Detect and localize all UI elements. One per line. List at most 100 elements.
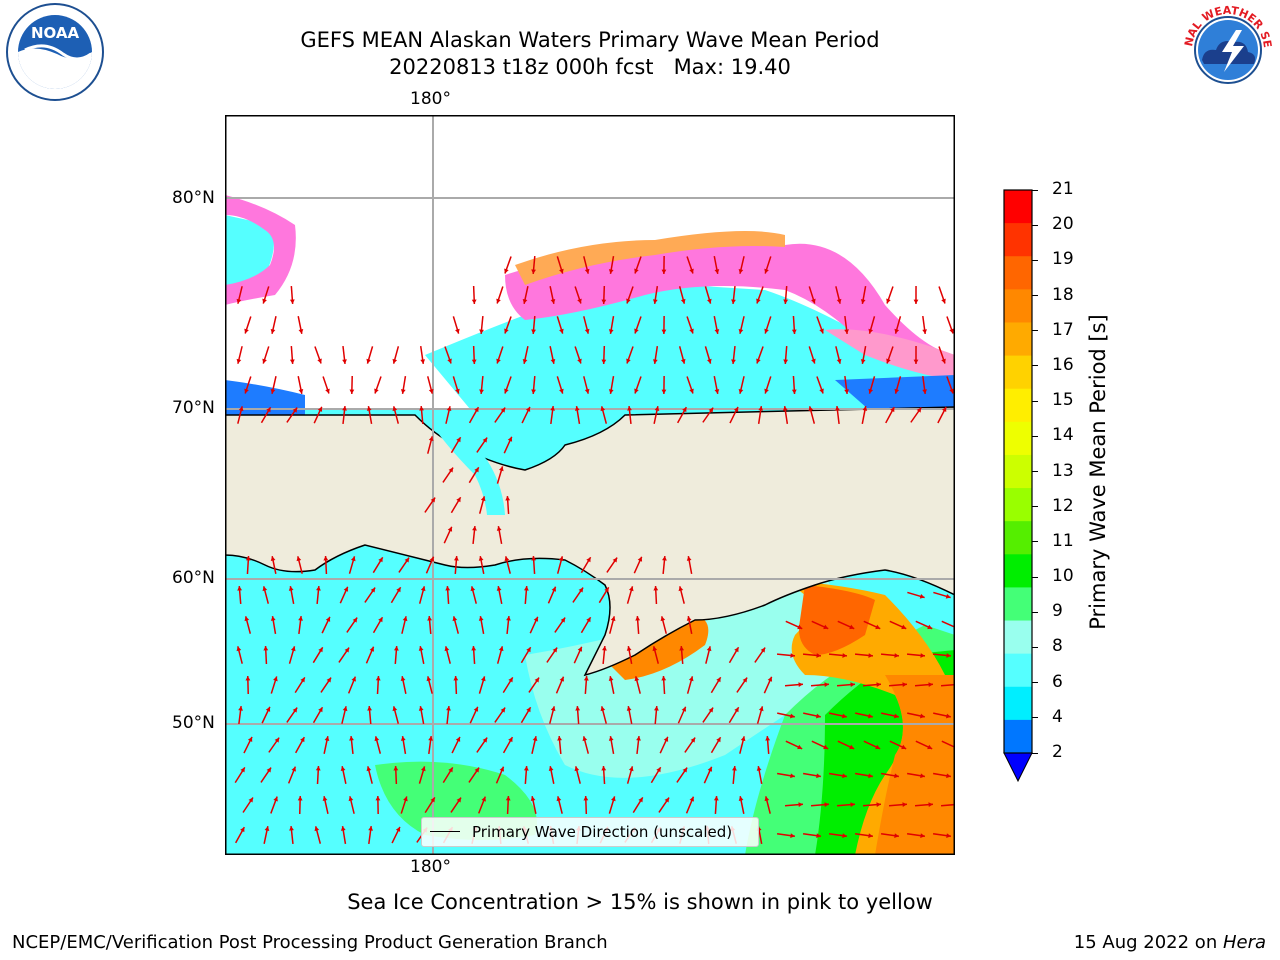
- lat-label-50: 50°N: [172, 713, 215, 733]
- wave-arrow-head: [548, 766, 554, 771]
- wave-arrow-head: [706, 646, 712, 652]
- wave-arrow-head: [273, 676, 278, 682]
- colorbar-tick-mark: [1032, 400, 1038, 402]
- noaa-logo: NOAA: [5, 2, 105, 102]
- wave-arrow-head: [601, 359, 607, 364]
- lat-label-70: 70°N: [172, 398, 215, 418]
- wave-arrow-head: [868, 328, 874, 334]
- colorbar-tick-mark: [1032, 224, 1038, 226]
- wave-arrow-head: [600, 406, 606, 412]
- wave-arrow-head: [522, 298, 528, 304]
- wave-arrow-head: [420, 586, 426, 592]
- wave-arrow-head: [366, 358, 371, 364]
- wave-arrow-head: [418, 646, 424, 651]
- wave-arrow-head: [507, 436, 513, 442]
- wave-arrow-head: [716, 677, 721, 683]
- wave-arrow-head: [236, 646, 242, 652]
- wave-arrow-head: [289, 359, 295, 364]
- wave-arrow-head: [946, 653, 951, 658]
- wave-arrow-head: [783, 299, 789, 304]
- wave-arrow-head: [574, 406, 580, 411]
- wave-arrow-head: [734, 647, 739, 653]
- wave-arrow-head: [946, 833, 951, 839]
- wave-arrow-head: [601, 766, 607, 771]
- colorbar-segment: [1004, 653, 1032, 688]
- wave-arrow-head: [523, 586, 529, 591]
- wave-arrow-head: [941, 407, 947, 413]
- wave-arrow-head: [344, 647, 350, 653]
- colorbar-segment: [1004, 322, 1032, 357]
- wave-arrow-head: [300, 677, 305, 683]
- wave-arrow-head: [708, 707, 714, 713]
- wave-arrow-head: [627, 406, 632, 411]
- wave-arrow-head: [480, 496, 486, 502]
- wave-arrow-head: [263, 646, 269, 651]
- wave-arrow-head: [317, 406, 323, 412]
- wave-arrow-head: [445, 586, 451, 591]
- wave-arrow-head: [790, 773, 795, 779]
- wave-arrow-head: [652, 299, 658, 304]
- wave-arrow-head: [474, 767, 480, 773]
- wave-arrow-head: [849, 624, 855, 630]
- wave-arrow-head: [886, 298, 891, 304]
- sea-ice-edge: [225, 195, 296, 305]
- colorbar-tick-mark: [1032, 646, 1038, 648]
- wave-arrow-head: [236, 358, 242, 364]
- wave-arrow-head: [816, 773, 821, 779]
- wave-arrow-head: [550, 706, 556, 712]
- wave-arrow-head: [707, 766, 713, 772]
- wave-arrow-head: [638, 797, 643, 803]
- wave-arrow-head: [894, 773, 899, 779]
- wave-arrow-head: [430, 497, 436, 503]
- wave-arrow-head: [689, 328, 694, 334]
- wave-arrow-head: [708, 407, 714, 413]
- wave-arrow-head: [679, 646, 685, 651]
- wave-arrow-head: [876, 802, 881, 807]
- wave-arrow-head: [291, 766, 296, 772]
- wave-arrow-head: [586, 617, 591, 623]
- wave-arrow-head: [531, 329, 536, 334]
- colorbar-tick-label: 12: [1052, 495, 1074, 516]
- wave-arrow-head: [479, 329, 484, 334]
- wave-arrow-head: [893, 713, 899, 719]
- wave-arrow-head: [550, 406, 555, 411]
- wave-arrow-head: [504, 556, 510, 562]
- wave-arrow-head: [584, 328, 590, 334]
- wave-arrow-head: [392, 358, 398, 364]
- wave-arrow-head: [427, 616, 432, 621]
- wave-arrow-head: [550, 299, 556, 304]
- wave-arrow-head: [244, 388, 249, 394]
- wave-arrow-head: [600, 706, 606, 712]
- wave-arrow-head: [608, 676, 614, 681]
- wave-arrow-head: [496, 358, 501, 364]
- wave-arrow-head: [428, 736, 433, 741]
- wave-arrow-head: [374, 736, 380, 742]
- chart-subtitle: 20220813 t18z 000h fcst Max: 19.40: [389, 55, 791, 79]
- wave-arrow-head: [844, 329, 849, 334]
- wave-arrow-head: [531, 556, 537, 561]
- wave-arrow-head: [523, 766, 529, 771]
- legend-line-icon: [430, 831, 460, 832]
- colorbar-tick-label: 21: [1052, 179, 1074, 199]
- wave-arrow-head: [661, 389, 667, 394]
- colorbar-tick-mark: [1032, 506, 1038, 508]
- wave-arrow-head: [656, 767, 661, 773]
- wave-arrow-head: [525, 406, 531, 412]
- colorbar-tick-mark: [1032, 541, 1038, 543]
- wave-arrow-head: [654, 406, 660, 411]
- wave-arrow-head: [791, 389, 797, 394]
- wave-arrow-head: [680, 298, 686, 304]
- wave-arrow-head: [758, 406, 764, 411]
- wave-arrow-head: [375, 796, 381, 801]
- wave-arrow-head: [447, 526, 453, 532]
- wave-arrow-head: [920, 653, 925, 658]
- wave-arrow-head: [245, 556, 251, 561]
- wave-arrow-head: [894, 833, 899, 839]
- colorbar-tick-mark: [1032, 752, 1038, 754]
- colorbar-tick-mark: [1032, 682, 1038, 684]
- colorbar-segment: [1004, 355, 1032, 390]
- wave-arrow-head: [446, 406, 452, 412]
- wave-arrow-head: [756, 298, 761, 304]
- wave-arrow-head: [559, 388, 564, 394]
- colorbar-segment: [1004, 388, 1032, 423]
